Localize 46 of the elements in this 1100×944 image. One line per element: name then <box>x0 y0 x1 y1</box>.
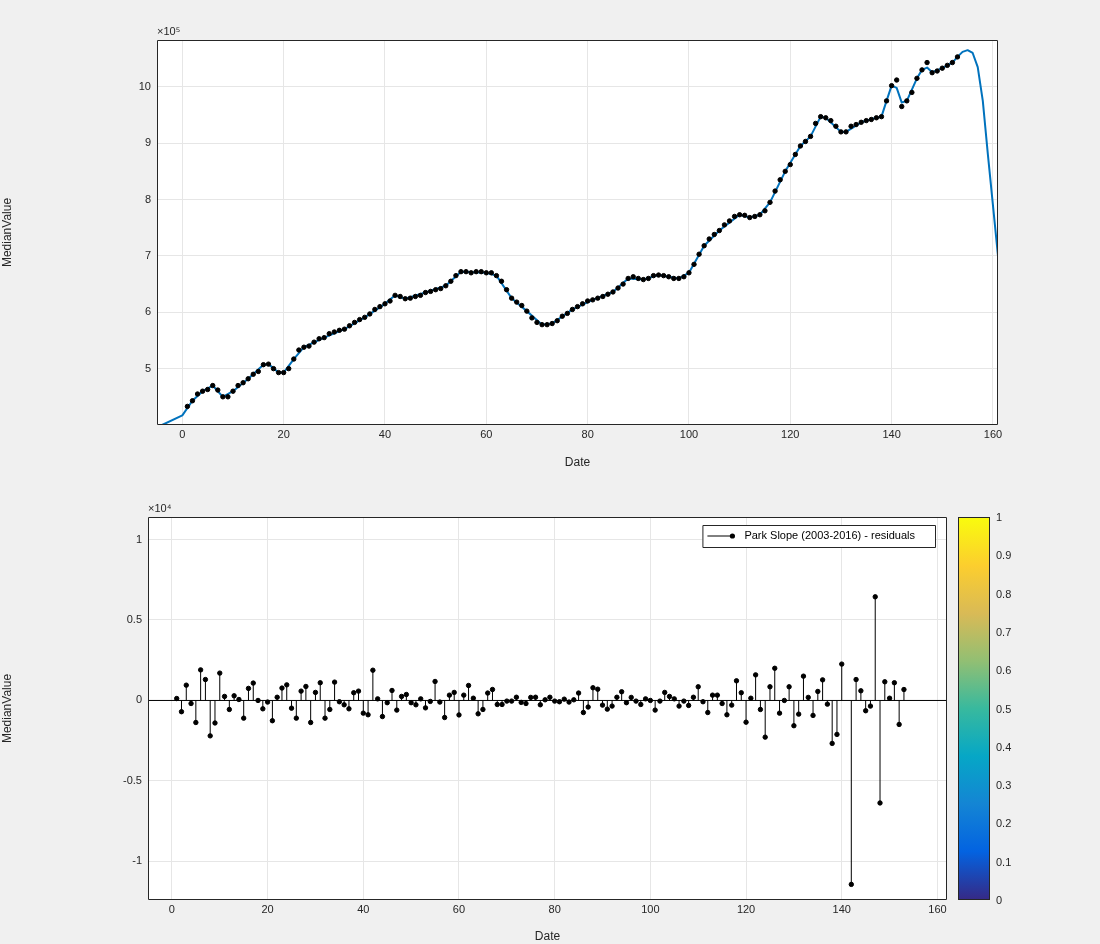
x-tick-label: 40 <box>357 902 370 915</box>
color-bar-label: 0.4 <box>996 739 1012 754</box>
x-tick-label: 80 <box>581 427 594 440</box>
y-tick-label: 5 <box>144 361 151 374</box>
color-bar-label: 0.7 <box>996 624 1012 639</box>
y-tick-label: 6 <box>144 305 151 318</box>
y-tick-label: 8 <box>144 192 151 205</box>
x-axis-title: Date <box>564 455 591 470</box>
color-bar-label: 1 <box>996 510 1003 524</box>
y-axis-title: MedianValue <box>0 673 14 744</box>
color-bar-label: 0.9 <box>996 548 1012 563</box>
x-tick-label: 20 <box>277 427 290 440</box>
x-tick-label: 40 <box>378 427 392 440</box>
color-bar-label: 0.1 <box>996 854 1012 869</box>
x-tick-label: 0 <box>168 902 175 915</box>
x-tick-label: 100 <box>641 902 660 915</box>
x-tick-label: 80 <box>548 902 561 915</box>
x-tick-label: 160 <box>928 902 947 915</box>
y-tick-label: -1 <box>132 854 142 867</box>
y-tick-label: 0.5 <box>126 613 142 626</box>
y-tick-label: 10 <box>138 79 151 92</box>
color-bar-label: 0.3 <box>996 778 1012 793</box>
x-tick-label: 120 <box>781 427 800 440</box>
y-axis-title: MedianValue <box>0 197 14 268</box>
x-tick-label: 140 <box>832 902 851 915</box>
color-bar-label: 0.2 <box>996 816 1012 831</box>
x-tick-label: 60 <box>480 427 493 440</box>
x-tick-label: 160 <box>983 427 1003 440</box>
x-tick-label: 60 <box>452 902 466 915</box>
x-axis-title: Date <box>534 929 561 944</box>
x-tick-label: 140 <box>882 427 901 440</box>
y-tick-label: 0 <box>135 693 142 706</box>
x-tick-label: 100 <box>679 427 699 440</box>
x-tick-label: 120 <box>736 902 756 915</box>
legend-label: Park Slope (2003-2016) - residuals <box>744 529 916 542</box>
text: ×10⁴ <box>148 501 172 514</box>
x-tick-label: 20 <box>261 902 274 915</box>
text: ×10⁵ <box>157 24 181 37</box>
color-bar-label: 0.6 <box>996 663 1012 678</box>
color-bar-label: 0.8 <box>996 586 1012 601</box>
y-tick-label: 1 <box>135 532 142 545</box>
color-bar-label: 0.5 <box>996 701 1012 716</box>
y-tick-label: -0.5 <box>123 773 142 786</box>
y-tick-label: 9 <box>144 136 151 149</box>
x-tick-label: 0 <box>179 427 186 440</box>
y-tick-label: 7 <box>144 248 151 261</box>
